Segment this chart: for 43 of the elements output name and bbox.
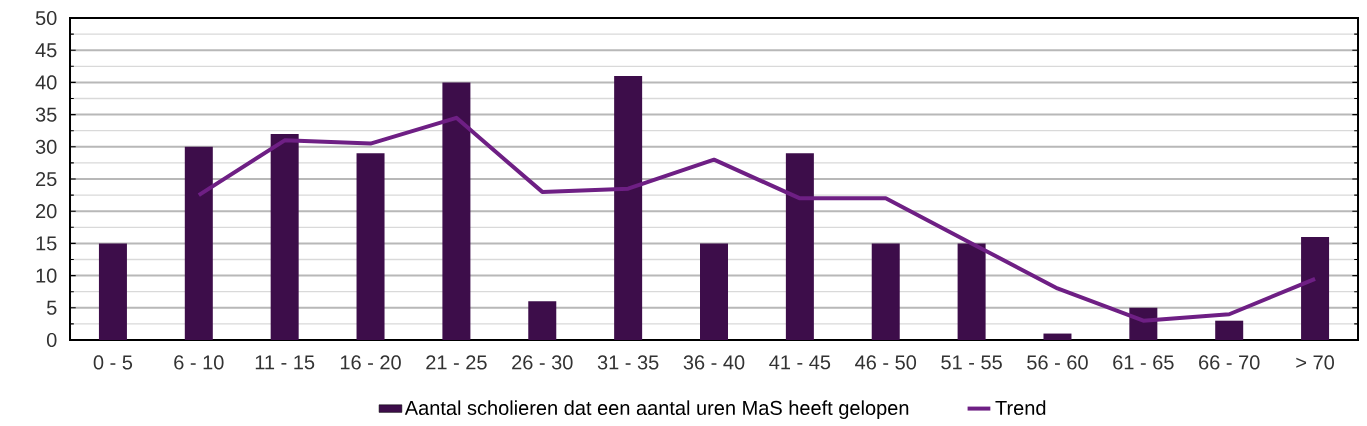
bar bbox=[442, 82, 471, 340]
x-tick-label: 16 - 20 bbox=[340, 355, 401, 370]
x-tick-label: 41 - 45 bbox=[769, 355, 831, 370]
bar bbox=[1043, 333, 1072, 340]
y-tick-label: 10 bbox=[36, 268, 57, 283]
x-tick-label: 66 - 70 bbox=[1199, 355, 1260, 370]
y-tick-label: 20 bbox=[36, 204, 57, 219]
x-tick-label: 51 - 55 bbox=[941, 355, 1002, 370]
y-tick-label: 0 bbox=[46, 332, 57, 348]
y-tick-label: 25 bbox=[36, 171, 57, 187]
x-tick-label: 46 - 50 bbox=[855, 355, 917, 370]
bar bbox=[98, 243, 127, 340]
bar bbox=[270, 133, 299, 340]
x-tick-label: 21 - 25 bbox=[426, 355, 487, 370]
bar bbox=[356, 153, 385, 340]
bar bbox=[1301, 236, 1330, 340]
y-tick-label: 30 bbox=[35, 139, 57, 154]
x-tick-label: > 70 bbox=[1296, 355, 1334, 370]
x-tick-label: 56 - 60 bbox=[1027, 355, 1088, 370]
bar bbox=[957, 243, 986, 340]
bar bbox=[184, 146, 213, 340]
y-tick-label: 40 bbox=[35, 75, 57, 90]
bar bbox=[785, 153, 814, 340]
x-tick-label: 0 - 5 bbox=[93, 355, 133, 370]
x-tick-label: 6 - 10 bbox=[174, 355, 224, 370]
y-tick-label: 5 bbox=[46, 300, 57, 315]
y-tick-label: 45 bbox=[35, 43, 57, 58]
bar bbox=[1215, 320, 1244, 340]
x-tick-label: 36 - 40 bbox=[683, 355, 745, 370]
x-tick-label: 11 - 15 bbox=[255, 355, 315, 370]
x-tick-label: 31 - 35 bbox=[597, 355, 659, 370]
x-tick-label: 26 - 30 bbox=[512, 355, 573, 370]
bar bbox=[614, 75, 643, 340]
legend-label: Trend bbox=[995, 400, 1046, 416]
bar bbox=[700, 243, 729, 340]
y-tick-label: 50 bbox=[35, 10, 57, 26]
bar bbox=[871, 243, 900, 340]
bar bbox=[528, 301, 557, 340]
y-tick-label: 35 bbox=[35, 107, 57, 122]
legend-label: Aantal scholieren dat een aantal uren MaS heeft gelopen bbox=[404, 400, 909, 419]
y-tick-label: 15 bbox=[36, 236, 57, 251]
x-tick-label: 61 - 65 bbox=[1113, 355, 1174, 370]
line-series bbox=[196, 115, 1318, 323]
